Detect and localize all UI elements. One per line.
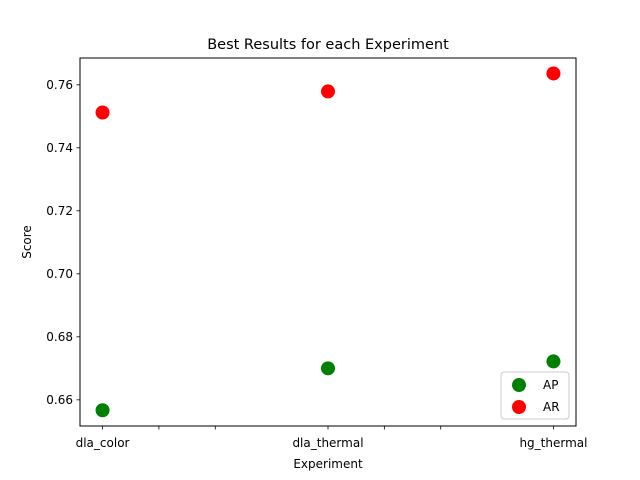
data-point-ap — [321, 361, 335, 376]
x-tick-label: dla_thermal — [292, 436, 363, 450]
x-tick-label: dla_color — [76, 436, 130, 450]
data-point-ar — [546, 66, 561, 81]
data-points — [95, 66, 561, 418]
y-tick-label: 0.68 — [46, 330, 73, 344]
y-tick-label: 0.72 — [46, 204, 73, 218]
y-tick-label: 0.70 — [46, 267, 73, 281]
data-point-ap — [546, 354, 561, 369]
data-point-ar — [95, 105, 110, 120]
y-tick-label: 0.74 — [46, 141, 73, 155]
legend-label-ap: AP — [543, 378, 558, 392]
y-tick-label: 0.66 — [46, 393, 73, 407]
legend-marker-ap — [512, 378, 526, 392]
data-point-ar — [321, 84, 335, 99]
chart-title: Best Results for each Experiment — [207, 37, 449, 53]
plot-border — [79, 57, 577, 427]
x-axis: dla_color dla_thermal hg_thermal — [76, 426, 587, 450]
x-tick-label: hg_thermal — [519, 436, 587, 450]
legend-marker-ar — [512, 400, 526, 414]
y-axis: 0.66 0.68 0.70 0.72 0.74 0.76 — [46, 78, 80, 407]
y-axis-title: Score — [20, 225, 34, 259]
legend-label-ar: AR — [543, 400, 560, 414]
x-axis-title: Experiment — [293, 457, 363, 471]
y-tick-label: 0.76 — [46, 78, 73, 92]
data-point-ap — [95, 403, 110, 418]
legend: AP AR — [500, 371, 570, 420]
